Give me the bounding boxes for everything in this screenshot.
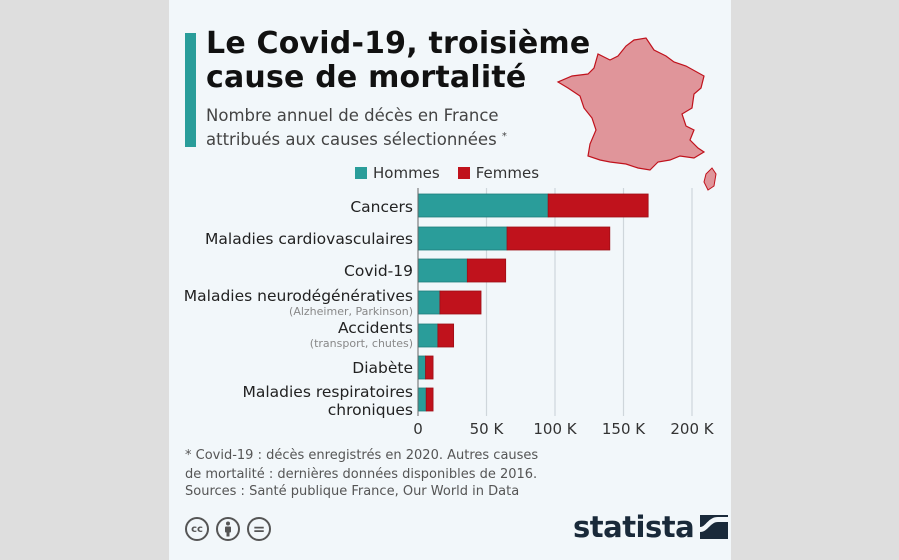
- bar-femmes: [439, 290, 482, 315]
- bar-hommes: [417, 355, 426, 380]
- x-tick-label: 0: [413, 420, 423, 438]
- title-line-2: cause de mortalité: [206, 60, 527, 95]
- bar-femmes: [506, 226, 611, 251]
- category-label: Diabète: [352, 359, 413, 377]
- footnote-line-1: * Covid-19 : décès enregistrés en 2020. …: [185, 448, 539, 463]
- x-tick-label: 200 K: [670, 420, 714, 438]
- footnote: * Covid-19 : décès enregistrés en 2020. …: [185, 446, 538, 484]
- bar-hommes: [417, 258, 468, 283]
- source-text: Sources : Santé publique France, Our Wor…: [185, 484, 520, 499]
- category-main: Maladies cardiovasculaires: [205, 230, 413, 248]
- category-label: Maladies cardiovasculaires: [205, 230, 413, 248]
- license-icons: cc =: [185, 517, 271, 541]
- footnote-mark: *: [501, 131, 507, 142]
- category-main: Accidents: [337, 319, 413, 337]
- title-accent-bar: [185, 33, 196, 147]
- legend-label-femmes: Femmes: [475, 164, 540, 182]
- bar-hommes: [417, 387, 427, 412]
- france-map-icon: [556, 37, 717, 191]
- category-label: Cancers: [350, 198, 413, 216]
- bar-hommes: [417, 193, 549, 218]
- category-sub: (Alzheimer, Parkinson): [289, 305, 413, 318]
- nd-icon[interactable]: =: [247, 517, 271, 541]
- statista-logo[interactable]: statista: [573, 510, 729, 544]
- category-main: Maladies neurodégénératives: [183, 287, 413, 305]
- footnote-line-2: de mortalité : dernières données disponi…: [185, 467, 538, 482]
- chart-legend: Hommes Femmes: [355, 164, 557, 182]
- bar-hommes: [417, 290, 441, 315]
- bar-femmes: [425, 387, 434, 412]
- x-tick-label: 100 K: [533, 420, 577, 438]
- brand-wordmark: statista: [573, 510, 695, 544]
- bar-femmes: [437, 323, 455, 348]
- bar-femmes: [466, 258, 507, 283]
- page-title: Le Covid-19, troisième cause de mortalit…: [206, 27, 590, 95]
- category-sub: (transport, chutes): [309, 337, 413, 350]
- legend-item-femmes: Femmes: [457, 164, 540, 182]
- x-tick-label: 50 K: [470, 420, 505, 438]
- bar-femmes: [547, 193, 649, 218]
- legend-label-hommes: Hommes: [373, 164, 440, 182]
- category-main: Covid-19: [344, 262, 413, 280]
- bar-hommes: [417, 323, 439, 348]
- title-line-1: Le Covid-19, troisième: [206, 26, 591, 61]
- category-main: Maladies respiratoires: [242, 383, 413, 401]
- subtitle-line-1: Nombre annuel de décès en France: [206, 106, 499, 125]
- statista-mark-icon: [700, 515, 729, 539]
- legend-swatch-hommes: [355, 167, 367, 179]
- category-label: Maladies neurodégénératives (Alzheimer, P…: [184, 287, 413, 318]
- bar-hommes: [417, 226, 508, 251]
- subtitle: Nombre annuel de décès en France attribu…: [206, 105, 507, 150]
- category-main: Cancers: [350, 198, 413, 216]
- infographic-card: Le Covid-19, troisième cause de mortalit…: [169, 0, 731, 560]
- bar-chart: 0 50 K 100 K 150 K 200 K: [413, 188, 715, 438]
- bar-femmes: [425, 355, 434, 380]
- by-icon[interactable]: [216, 517, 240, 541]
- legend-item-hommes: Hommes: [355, 164, 440, 182]
- category-main-line2: chroniques: [327, 401, 413, 419]
- category-main: Diabète: [352, 359, 413, 377]
- x-tick-label: 150 K: [602, 420, 646, 438]
- category-label: Accidents (transport, chutes): [310, 319, 413, 350]
- legend-swatch-femmes: [457, 167, 470, 179]
- cc-icon[interactable]: cc: [185, 517, 209, 541]
- category-label: Maladies respiratoires chroniques: [242, 383, 413, 419]
- category-label: Covid-19: [344, 262, 413, 280]
- subtitle-line-2: attribués aux causes sélectionnées: [206, 130, 497, 149]
